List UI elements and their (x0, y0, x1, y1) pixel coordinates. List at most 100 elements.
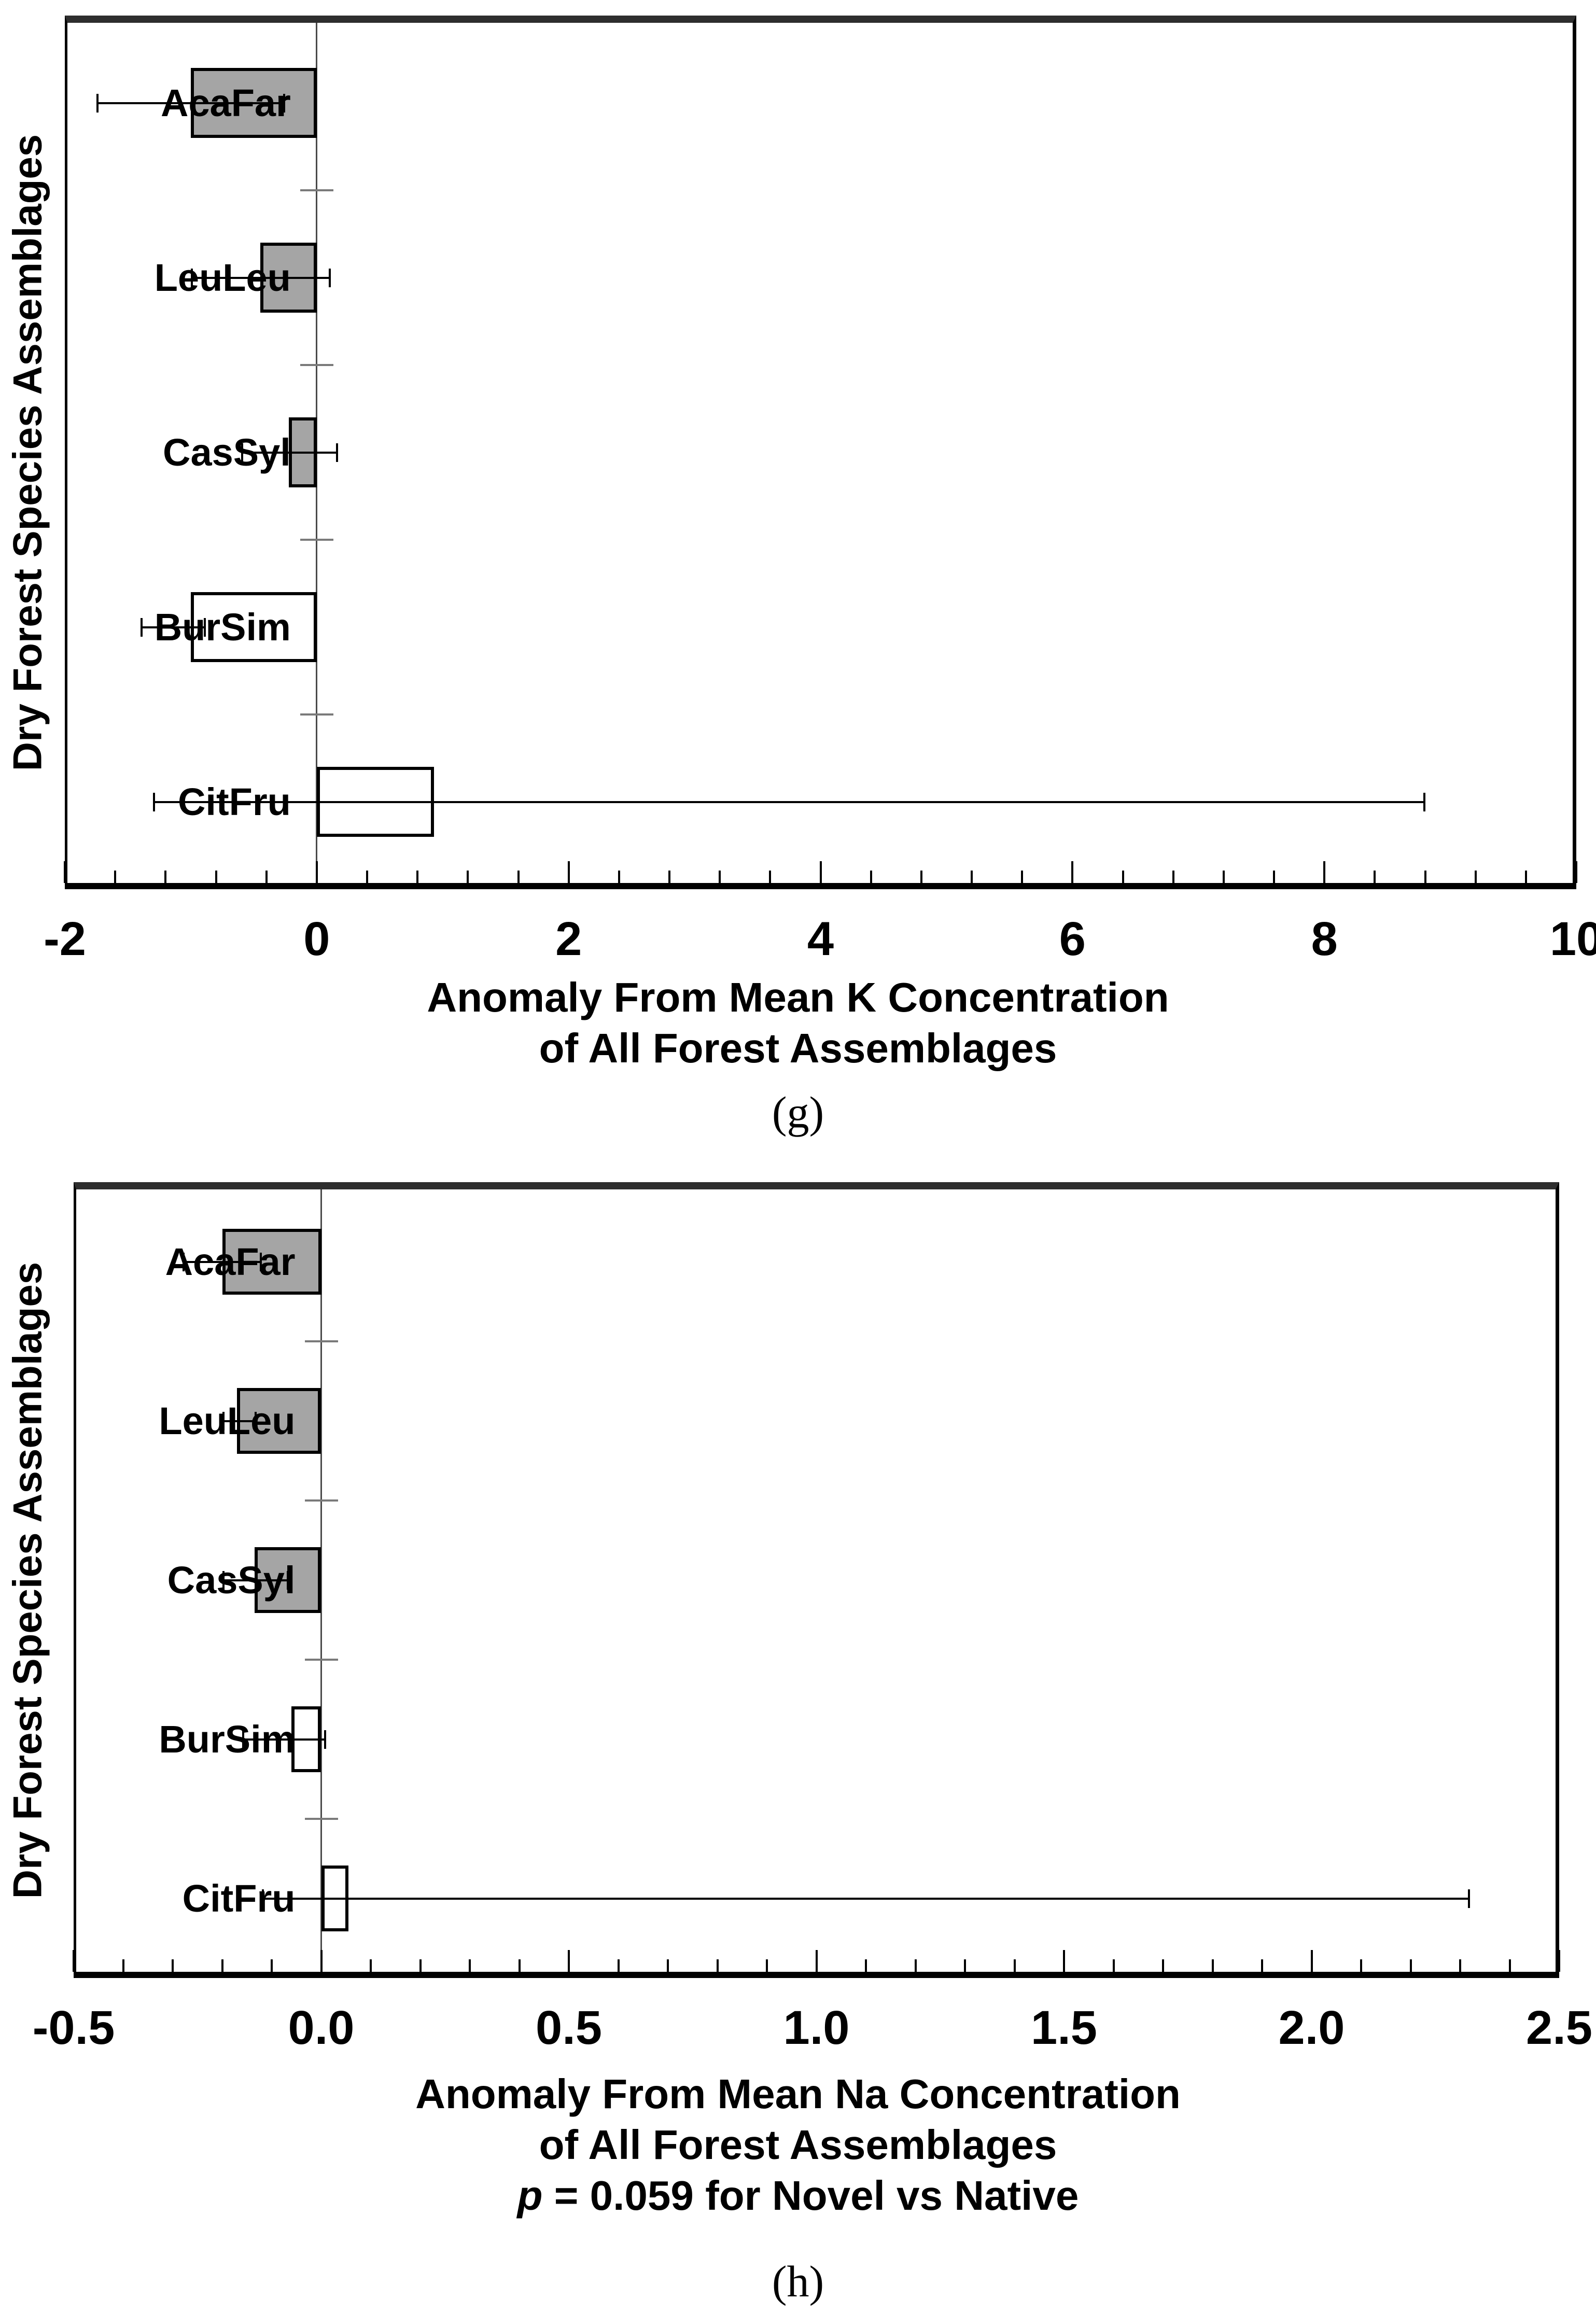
panel-label: (g) (772, 1087, 824, 1137)
error-bar-cassyl (222, 1579, 289, 1581)
error-bar-cap-left (222, 1411, 225, 1431)
x-axis-minor-tick (1424, 871, 1426, 883)
x-axis-minor-tick (719, 871, 721, 883)
error-bar-leuleu (222, 1420, 257, 1422)
category-boundary-tick (300, 713, 333, 716)
error-bar-cap-right (1423, 792, 1425, 811)
error-bar-bursim (242, 1738, 327, 1741)
x-tick-label: 1.0 (783, 2001, 850, 2054)
x-axis-title-line2: of All Forest Assemblages (539, 1025, 1057, 1071)
error-bar-cap-left (242, 1730, 244, 1749)
x-axis-minor-tick (667, 1959, 669, 1972)
category-boundary-tick (304, 1659, 338, 1661)
x-axis-minor-tick (1524, 871, 1527, 883)
x-tick-label: 2.5 (1526, 2001, 1592, 2054)
x-axis-minor-tick (964, 1959, 966, 1972)
x-axis-minor-tick (1021, 871, 1024, 883)
x-axis-minor-tick (1374, 871, 1376, 883)
x-axis-minor-tick (265, 871, 268, 883)
error-bar-cap-right (328, 268, 331, 287)
error-bar-leuleu (190, 276, 331, 279)
p-value-note: p = 0.059 for Novel vs Native (0, 2173, 1596, 2219)
x-axis-minor-tick (769, 871, 772, 883)
panel-label: (h) (772, 2256, 824, 2306)
x-axis-minor-tick (221, 1959, 223, 1972)
error-bar-cap-right (255, 1411, 257, 1431)
error-bar-cap-left (222, 1570, 225, 1590)
x-axis-minor-tick (1409, 1959, 1412, 1972)
x-axis-minor-tick (1474, 871, 1477, 883)
x-axis-minor-tick (1211, 1959, 1214, 1972)
x-axis-minor-tick (419, 1959, 422, 1972)
x-axis-major-tick (320, 1950, 323, 1972)
x-axis-major-tick (819, 861, 822, 883)
x-axis-minor-tick (870, 871, 872, 883)
x-axis-minor-tick (1459, 1959, 1461, 1972)
category-boundary-tick (300, 539, 333, 541)
error-bar-cap-left (153, 792, 156, 811)
x-axis-minor-tick (1162, 1959, 1164, 1972)
x-axis-minor-tick (271, 1959, 273, 1972)
category-boundary-tick (304, 1499, 338, 1502)
x-tick-label: 6 (1059, 913, 1086, 965)
x-axis-minor-tick (618, 871, 620, 883)
x-tick-label: 0.0 (288, 2001, 355, 2054)
x-axis-minor-tick (1360, 1959, 1362, 1972)
zero-axis-line (320, 1189, 322, 1972)
x-tick-label: 4 (807, 913, 834, 965)
x-axis-major-tick (315, 861, 318, 883)
x-axis-minor-tick (1122, 871, 1124, 883)
x-axis-minor-tick (518, 1959, 521, 1972)
x-axis-minor-tick (617, 1959, 620, 1972)
x-axis-minor-tick (114, 871, 117, 883)
error-bar-citfru (261, 1897, 1471, 1900)
plot-area: AcaFar LeuLeu CasSyl BurSim CitFru (73, 1182, 1560, 1978)
x-axis-major-tick (64, 861, 66, 883)
error-bar-cap-right (283, 93, 286, 113)
error-bar-cap-right (287, 1570, 289, 1590)
x-tick-label: 2 (555, 913, 582, 965)
x-axis-major-tick (1063, 1950, 1065, 1972)
x-tick-label: 0 (303, 913, 330, 965)
plot-area: AcaFar LeuLeu CasSyl BurSim CitFru (64, 16, 1577, 889)
error-bar-cap-right (324, 1730, 327, 1749)
x-axis-title-line1: Anomaly From Mean K Concentration (427, 974, 1169, 1020)
x-tick-label: 8 (1311, 913, 1338, 965)
error-bar-cap-right (259, 1252, 262, 1271)
x-axis-minor-tick (1172, 871, 1174, 883)
category-boundary-tick (304, 1818, 338, 1820)
x-axis-minor-tick (971, 871, 973, 883)
x-axis-major-tick (1323, 861, 1326, 883)
x-axis-minor-tick (1508, 1959, 1511, 1972)
x-axis-minor-tick (469, 1959, 471, 1972)
error-bar-citfru (153, 801, 1425, 803)
x-axis-major-tick (73, 1950, 75, 1972)
error-bar-acafar (96, 102, 286, 104)
x-tick-label: 10 (1549, 913, 1596, 965)
x-axis-minor-tick (416, 871, 419, 883)
x-axis-major-tick (815, 1950, 818, 1972)
p-note-text: = 0.059 for Novel vs Native (542, 2172, 1079, 2219)
x-axis-major-tick (1071, 861, 1074, 883)
x-axis-minor-tick (766, 1959, 768, 1972)
x-axis-minor-tick (920, 871, 922, 883)
x-axis-minor-tick (517, 871, 520, 883)
x-axis-minor-tick (668, 871, 670, 883)
x-tick-label: -2 (44, 913, 86, 965)
x-axis-minor-tick (1112, 1959, 1115, 1972)
error-bar-bursim (140, 626, 206, 628)
x-axis-minor-tick (1261, 1959, 1263, 1972)
x-axis-title-line2: of All Forest Assemblages (539, 2122, 1057, 2168)
x-axis-minor-tick (370, 1959, 372, 1972)
x-axis-minor-tick (215, 871, 217, 883)
error-bar-cap-right (1468, 1889, 1471, 1908)
x-axis-minor-tick (1273, 871, 1275, 883)
x-tick-label: -0.5 (32, 2001, 115, 2054)
error-bar-acafar (183, 1260, 262, 1263)
category-boundary-tick (300, 189, 333, 191)
x-axis-minor-tick (164, 871, 167, 883)
error-bar-cap-right (336, 443, 339, 462)
x-tick-label: 1.5 (1031, 2001, 1097, 2054)
x-axis-minor-tick (1013, 1959, 1016, 1972)
x-axis-minor-tick (914, 1959, 917, 1972)
